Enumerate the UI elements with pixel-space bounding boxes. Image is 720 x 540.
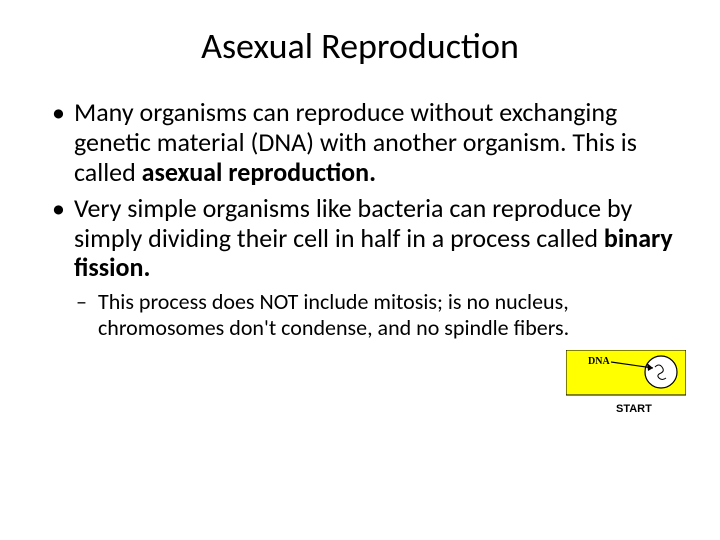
text-run: asexual reproduction. — [142, 156, 376, 188]
text-run: This process does NOT include mitosis; i… — [98, 288, 569, 340]
cell-circle — [645, 356, 677, 388]
binary-fission-diagram: DNA START — [566, 350, 686, 418]
bullet-level-2: This process does NOT include mitosis; i… — [52, 289, 680, 340]
bullet-list: Many organisms can reproduce without exc… — [40, 98, 680, 340]
dna-label: DNA — [588, 356, 610, 367]
start-label: START — [616, 403, 652, 415]
bullet-level-1: Very simple organisms like bacteria can … — [52, 194, 680, 284]
slide-title: Asexual Reproduction — [40, 24, 680, 68]
text-run: Very simple organisms like bacteria can … — [74, 192, 632, 254]
bullet-level-1: Many organisms can reproduce without exc… — [52, 98, 680, 188]
